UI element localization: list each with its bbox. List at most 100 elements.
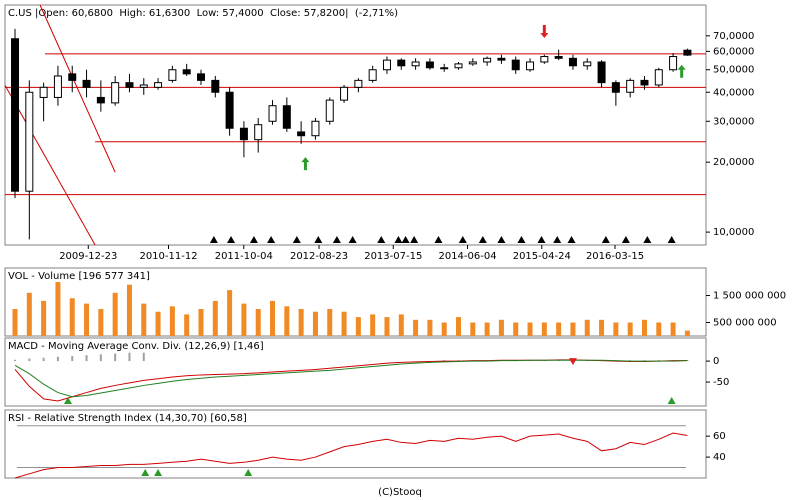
- footer: (C)Stooq: [378, 487, 422, 498]
- candle-body: [225, 91, 234, 129]
- y-tick-label: 60: [713, 431, 726, 442]
- panel-title: VOL - Volume [196 577 341]: [8, 271, 150, 282]
- histogram-bar: [28, 358, 31, 362]
- signal-marker: [601, 236, 610, 243]
- volume-bar: [627, 322, 633, 336]
- y-tick-label: 500 000 000: [713, 318, 777, 329]
- signal-marker: [267, 236, 276, 243]
- volume-bar: [570, 322, 576, 336]
- candle-body: [340, 86, 349, 101]
- sell-signal: [568, 358, 577, 366]
- candle-body: [125, 82, 134, 88]
- volume-bar: [41, 300, 47, 336]
- signal-marker: [401, 236, 410, 243]
- volume-bar: [327, 309, 333, 336]
- volume-bar: [169, 306, 175, 336]
- candle-body: [53, 75, 62, 98]
- panel-title: RSI - Relative Strength Index (14,30,70)…: [8, 413, 247, 424]
- candle-body: [411, 61, 420, 67]
- volume-bar: [484, 322, 490, 336]
- candle-body: [325, 99, 334, 122]
- buy-signal: [141, 469, 150, 476]
- candle-body: [368, 69, 377, 81]
- candle-body: [640, 79, 649, 86]
- volume-bar: [370, 314, 376, 336]
- volume-bar: [284, 306, 290, 336]
- volume-bar: [427, 319, 433, 336]
- buy-arrow: [677, 64, 686, 78]
- volume-bar: [641, 319, 647, 336]
- candle-body: [554, 56, 563, 59]
- panel-title: C.US |Open: 60,6800 High: 61,6300 Low: 5…: [8, 8, 398, 19]
- y-tick-label: 0: [713, 356, 719, 367]
- candle-body: [568, 57, 577, 67]
- volume-bar: [470, 322, 476, 336]
- volume-bar: [456, 317, 462, 336]
- volume-bar: [298, 309, 304, 336]
- volume-bar: [98, 309, 104, 336]
- candle-body: [583, 61, 592, 67]
- signal-marker: [553, 236, 562, 243]
- trend-line: [39, 4, 116, 173]
- candle-body: [254, 124, 263, 141]
- histogram-bar: [14, 359, 17, 362]
- panel-frame: [4, 337, 707, 407]
- buy-signal: [154, 469, 163, 476]
- signal-marker: [497, 236, 506, 243]
- candle-body: [239, 127, 248, 141]
- candle-body: [526, 61, 535, 71]
- volume-bar: [613, 322, 619, 336]
- x-tick-label: 2013-07-15: [364, 251, 422, 262]
- signal-marker: [348, 236, 357, 243]
- panel-frame: [4, 4, 707, 246]
- signal-marker: [314, 236, 323, 243]
- y-tick-label: 20,0000: [713, 157, 754, 168]
- volume-bar: [584, 319, 590, 336]
- candle-body: [626, 79, 635, 93]
- signal-marker: [567, 236, 576, 243]
- candle-body: [611, 82, 620, 93]
- panel-title: MACD - Moving Average Conv. Div. (12,26,…: [8, 341, 264, 352]
- signal-marker: [292, 236, 301, 243]
- buy-signal: [667, 397, 676, 404]
- volume-bar: [12, 309, 18, 336]
- y-tick-label: -50: [713, 377, 729, 388]
- volume-bar: [513, 322, 519, 336]
- volume-bar: [599, 319, 605, 336]
- volume-bar: [355, 317, 361, 336]
- histogram-bar: [42, 357, 45, 362]
- candle-body: [182, 69, 191, 75]
- volume-bar: [155, 311, 161, 336]
- volume-bar: [112, 292, 118, 336]
- y-tick-label: 1 500 000 000: [713, 291, 786, 302]
- volume-bar: [26, 292, 32, 336]
- volume-bar: [527, 322, 533, 336]
- candle-body: [82, 79, 91, 88]
- x-tick-label: 2009-12-23: [59, 251, 117, 262]
- candle-body: [468, 61, 477, 65]
- histogram-bar: [99, 354, 102, 362]
- candle-body: [154, 82, 163, 88]
- candle-body: [68, 73, 77, 81]
- candle-body: [683, 49, 692, 56]
- histogram-bar: [85, 355, 88, 362]
- trend-line: [4, 84, 96, 246]
- volume-bar: [55, 282, 61, 336]
- candle-body: [111, 82, 120, 104]
- candle-body: [282, 105, 291, 129]
- volume-bar: [198, 309, 204, 336]
- buy-arrow: [301, 157, 310, 171]
- candle-body: [168, 69, 177, 81]
- signal-marker: [537, 236, 546, 243]
- signal-marker: [458, 236, 467, 243]
- volume-bar: [227, 290, 233, 336]
- volume-bar: [341, 311, 347, 336]
- signal-marker: [517, 236, 526, 243]
- candle-body: [196, 73, 205, 81]
- volume-bar: [398, 314, 404, 336]
- volume-bar: [270, 300, 276, 336]
- y-tick-label: 40,0000: [713, 87, 754, 98]
- signal-marker: [410, 236, 419, 243]
- candle-body: [511, 59, 520, 71]
